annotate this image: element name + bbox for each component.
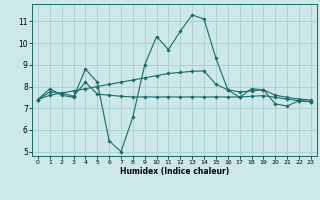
X-axis label: Humidex (Indice chaleur): Humidex (Indice chaleur)	[120, 167, 229, 176]
